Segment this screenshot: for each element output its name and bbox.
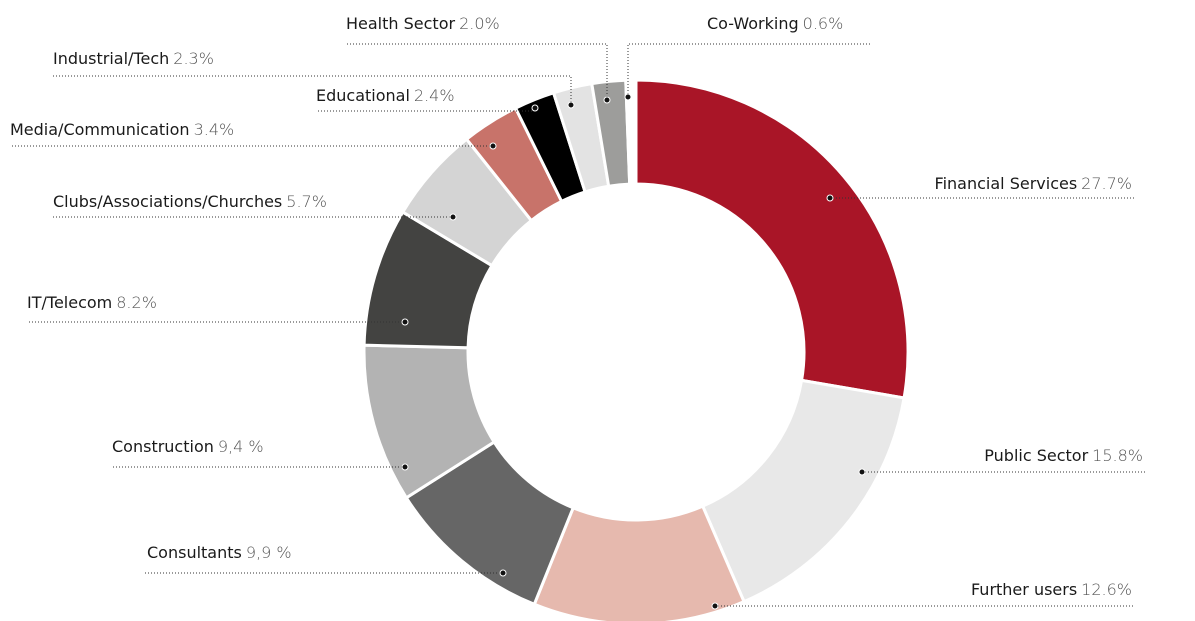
- leader-line: [53, 75, 572, 105]
- slice-label: Further users 12.6%: [971, 580, 1132, 599]
- category-name: IT/Telecom: [27, 293, 112, 312]
- slice: [700, 378, 906, 604]
- category-name: Further users: [971, 580, 1077, 599]
- category-name: Consultants: [147, 543, 242, 562]
- category-name: Construction: [112, 437, 214, 456]
- category-name: Financial Services: [935, 174, 1078, 193]
- value-label: 3.4%: [194, 120, 235, 139]
- category-name: Public Sector: [984, 446, 1088, 465]
- slice-label: Financial Services 27.7%: [935, 174, 1132, 193]
- value-label: 9,4 %: [218, 437, 264, 456]
- leader-dot: [826, 194, 834, 202]
- leader-line: [346, 43, 608, 100]
- category-name: Educational: [316, 86, 410, 105]
- slice-label: Co-Working 0.6%: [707, 14, 843, 33]
- leader-dot: [603, 96, 611, 104]
- slice-label: Media/Communication 3.4%: [10, 120, 234, 139]
- slice: [634, 78, 910, 400]
- leader-dot: [531, 104, 539, 112]
- leader-dot: [449, 213, 457, 221]
- leader-dot: [711, 602, 719, 610]
- value-label: 8.2%: [116, 293, 157, 312]
- slice-label: Construction 9,4 %: [112, 437, 264, 456]
- value-label: 15.8%: [1092, 446, 1143, 465]
- slice-label: Health Sector 2.0%: [346, 14, 500, 33]
- category-name: Industrial/Tech: [53, 49, 169, 68]
- value-label: 2.0%: [459, 14, 500, 33]
- category-name: Health Sector: [346, 14, 455, 33]
- leader-dot: [858, 468, 866, 476]
- value-label: 0.6%: [803, 14, 844, 33]
- category-name: Co-Working: [707, 14, 799, 33]
- slice: [624, 78, 638, 186]
- leader-line: [316, 108, 536, 112]
- value-label: 5.7%: [286, 192, 327, 211]
- slice-label: IT/Telecom 8.2%: [27, 293, 157, 312]
- slice-label: Industrial/Tech 2.3%: [53, 49, 214, 68]
- leader-dot: [401, 318, 409, 326]
- value-label: 9,9 %: [246, 543, 292, 562]
- slice-label: Clubs/Associations/Churches 5.7%: [53, 192, 327, 211]
- value-label: 12.6%: [1081, 580, 1132, 599]
- slice-label: Educational 2.4%: [316, 86, 455, 105]
- value-label: 2.4%: [414, 86, 455, 105]
- value-label: 27.7%: [1081, 174, 1132, 193]
- leader-dot: [401, 463, 409, 471]
- leader-dot: [499, 569, 507, 577]
- value-label: 2.3%: [173, 49, 214, 68]
- category-name: Clubs/Associations/Churches: [53, 192, 282, 211]
- slice-label: Public Sector 15.8%: [984, 446, 1143, 465]
- leader-dot: [489, 142, 497, 150]
- slice-label: Consultants 9,9 %: [147, 543, 292, 562]
- category-name: Media/Communication: [10, 120, 190, 139]
- leader-dot: [624, 93, 632, 101]
- leader-dot: [567, 101, 575, 109]
